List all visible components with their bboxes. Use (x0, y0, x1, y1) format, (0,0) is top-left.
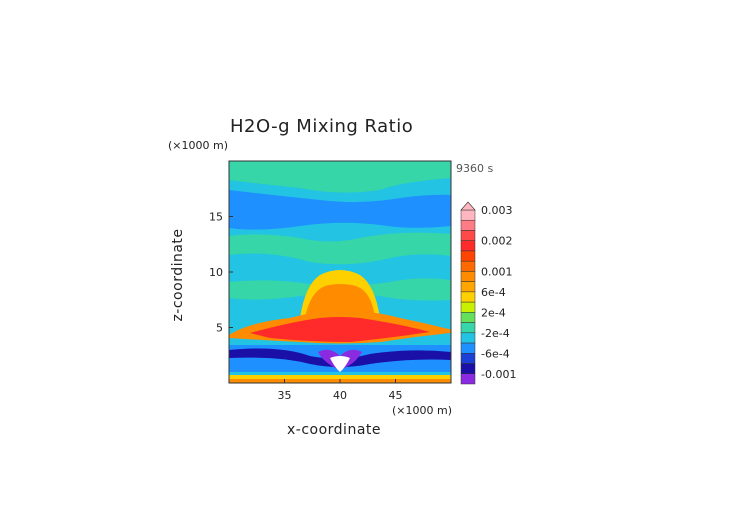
colorbar-label: 2e-4 (481, 306, 506, 319)
blue-band-high (229, 190, 451, 230)
x-tick-label: 45 (389, 389, 403, 402)
low-core-highlight (330, 356, 350, 372)
colorbar-swatch (460, 373, 476, 385)
upper-band (229, 161, 451, 193)
y-tick-label: 10 (209, 266, 223, 279)
colorbar-swatch (460, 301, 476, 313)
core-inner (305, 284, 375, 318)
colorbar-swatch (460, 240, 476, 252)
colorbar-swatch (460, 230, 476, 241)
green-band-gap (229, 253, 451, 286)
colorbar-label: 0.003 (481, 204, 513, 217)
colorbar: 0.003 0.002 0.001 6e-4 2e-4 -2e-4 -6e-4 -0.001 (460, 201, 516, 385)
colorbar-label: 6e-4 (481, 286, 506, 299)
y-ticks: 5 10 15 (209, 211, 233, 335)
colorbar-swatch (460, 322, 476, 334)
colorbar-swatch (460, 281, 476, 293)
y-tick-label: 5 (216, 322, 223, 335)
colorbar-swatch (460, 271, 476, 282)
colorbar-swatch (460, 209, 476, 221)
anvil-red (250, 317, 430, 342)
x-ticks: 35 40 45 (278, 379, 403, 402)
heatmap-area (229, 161, 451, 383)
colorbar-swatch (460, 291, 476, 303)
y-axis-unit: (×1000 m) (168, 139, 229, 152)
time-label: 9360 s (456, 162, 494, 175)
colorbar-swatch (460, 342, 476, 354)
colorbar-swatch (460, 353, 476, 364)
colorbar-label: -2e-4 (481, 327, 510, 340)
x-tick-label: 35 (278, 389, 292, 402)
colorbar-label: -6e-4 (481, 347, 510, 360)
colorbar-swatch (460, 260, 476, 272)
colorbar-arrow (460, 201, 476, 211)
colorbar-swatch (460, 312, 476, 323)
colorbar-swatch (460, 332, 476, 344)
x-tick-label: 40 (333, 389, 347, 402)
colorbar-swatch (460, 219, 476, 231)
x-axis-label: x-coordinate (287, 422, 382, 438)
y-tick-label: 15 (209, 211, 223, 224)
colorbar-swatch (460, 250, 476, 262)
colorbar-label: 0.001 (481, 265, 513, 278)
x-axis-unit: (×1000 m) (392, 404, 453, 417)
colorbar-swatch (460, 363, 476, 375)
colorbar-label: -0.001 (481, 368, 516, 381)
low-dark-band (229, 348, 451, 367)
chart-title: H2O-g Mixing Ratio (230, 116, 414, 137)
colorbar-label: 0.002 (481, 235, 513, 248)
